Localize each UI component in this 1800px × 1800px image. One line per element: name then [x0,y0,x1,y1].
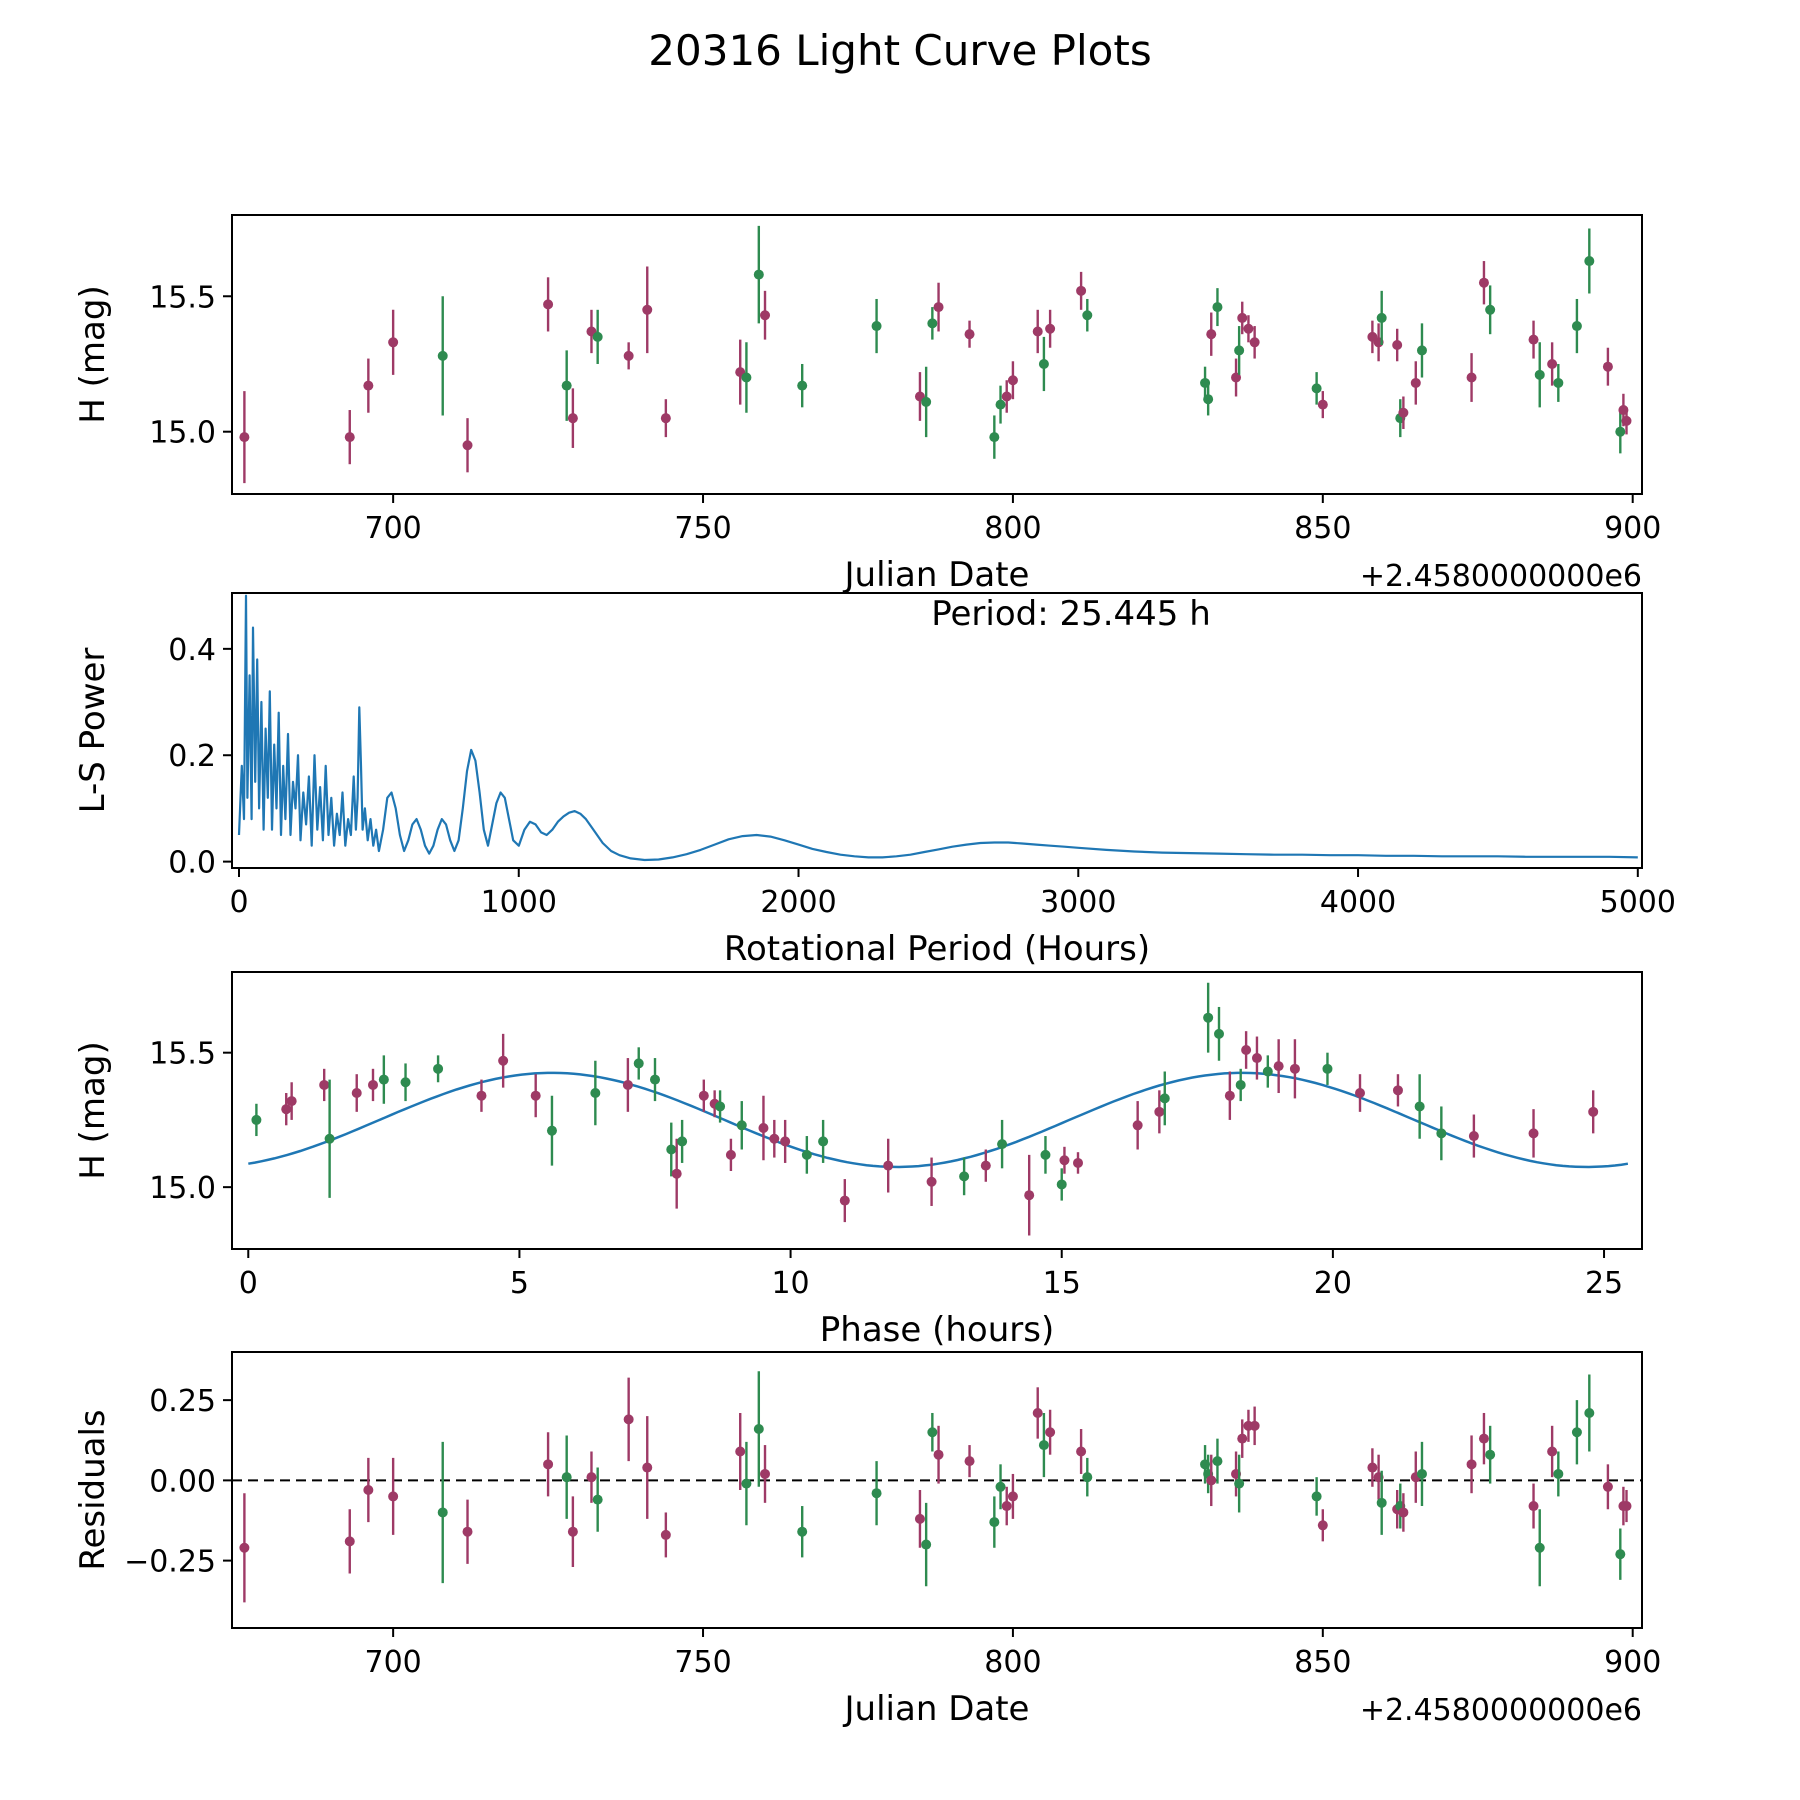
svg-text:L-S Power: L-S Power [73,648,113,814]
svg-text:700: 700 [365,511,422,546]
svg-text:+2.4580000000e6: +2.4580000000e6 [1360,559,1642,594]
residuals-plot: 700 750 800 850 900 −0.25 0.00 0.25 Julian Date +… [73,1351,1661,1729]
svg-text:4000: 4000 [1320,885,1396,920]
svg-text:Residuals: Residuals [73,1409,113,1570]
svg-text:Julian Date: Julian Date [843,555,1030,595]
svg-text:0.25: 0.25 [149,1384,216,1419]
svg-text:0.2: 0.2 [168,739,216,774]
svg-text:15.5: 15.5 [149,280,216,315]
svg-text:900: 900 [1604,1645,1661,1680]
svg-text:800: 800 [984,511,1041,546]
svg-text:750: 750 [674,1645,731,1680]
svg-text:10: 10 [771,1266,809,1301]
svg-text:1000: 1000 [481,885,557,920]
svg-text:25: 25 [1585,1266,1623,1301]
svg-text:0: 0 [239,1266,258,1301]
svg-text:Phase (hours): Phase (hours) [820,1310,1054,1350]
svg-text:15.0: 15.0 [149,416,216,451]
svg-text:5000: 5000 [1600,885,1676,920]
svg-text:20: 20 [1314,1266,1352,1301]
svg-text:Julian Date: Julian Date [843,1689,1030,1729]
svg-text:15.5: 15.5 [149,1037,216,1072]
periodogram-plot: 0 1000 2000 3000 4000 5000 0.0 0.2 0.4 Rotational… [73,592,1676,969]
svg-text:3000: 3000 [1040,885,1116,920]
lightcurve-plot: 700 750 800 850 900 15.0 15.5 Julian Date +2.458… [73,214,1661,595]
svg-text:750: 750 [674,511,731,546]
svg-text:0.0: 0.0 [168,846,216,881]
svg-text:+2.4580000000e6: +2.4580000000e6 [1360,1693,1642,1728]
svg-text:Rotational Period (Hours): Rotational Period (Hours) [724,929,1150,969]
svg-text:15: 15 [1043,1266,1081,1301]
svg-text:800: 800 [984,1645,1041,1680]
svg-text:H (mag): H (mag) [73,285,113,423]
svg-text:Period: 25.445 h: Period: 25.445 h [931,594,1211,634]
svg-text:15.0: 15.0 [149,1171,216,1206]
figure-title: 20316 Light Curve Plots [648,26,1152,75]
svg-text:0: 0 [229,885,248,920]
svg-text:850: 850 [1294,1645,1351,1680]
svg-text:H (mag): H (mag) [73,1041,113,1179]
svg-text:850: 850 [1294,511,1351,546]
svg-text:0.4: 0.4 [168,633,216,668]
svg-text:700: 700 [365,1645,422,1680]
phase-plot: 0 5 10 15 20 25 15.0 15.5 Phase (hours) H (mag) [73,971,1643,1350]
svg-text:2000: 2000 [760,885,836,920]
svg-text:0.00: 0.00 [149,1464,216,1499]
svg-text:−0.25: −0.25 [124,1545,216,1580]
svg-text:900: 900 [1604,511,1661,546]
svg-text:5: 5 [510,1266,529,1301]
